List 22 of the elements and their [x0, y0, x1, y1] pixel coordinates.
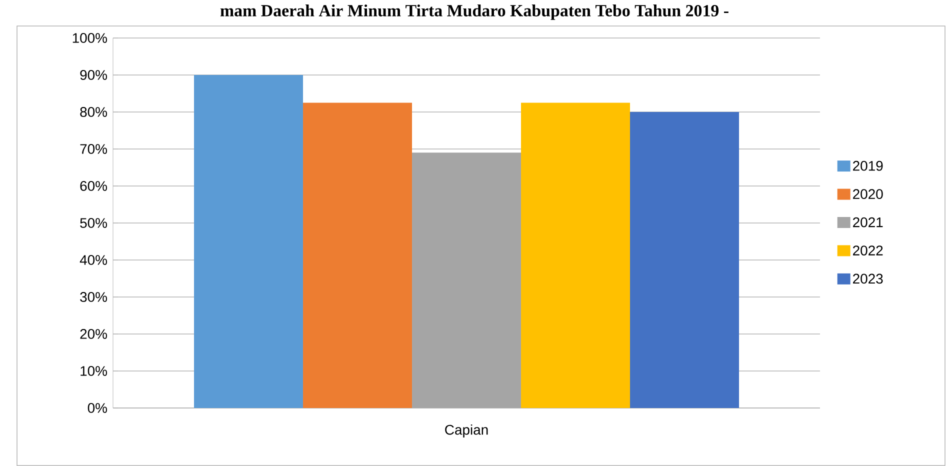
x-tick-label: Capian: [445, 424, 488, 438]
bar: [303, 102, 412, 408]
y-tick-label: 50%: [80, 218, 107, 228]
y-tick-label: 100%: [72, 33, 107, 43]
chart-title: mam Daerah Air Minum Tirta Mudaro Kabupaten Tebo Tahun 2019 -: [220, 4, 728, 20]
bar: [194, 74, 304, 408]
y-tick-label: 70%: [80, 144, 107, 154]
y-tick-label: 80%: [80, 107, 107, 117]
y-tick-label: 0%: [88, 403, 107, 413]
y-tick-label: 60%: [80, 181, 107, 191]
legend-label: 2020: [853, 189, 883, 200]
y-tick-label: 90%: [80, 70, 107, 80]
legend-label: 2023: [853, 274, 883, 284]
y-tick-label: 20%: [80, 329, 107, 339]
legend-label: 2021: [853, 217, 883, 228]
bar: [521, 102, 630, 408]
y-tick-label: 40%: [80, 255, 107, 265]
bar: [630, 112, 740, 408]
legend-label: 2019: [853, 160, 883, 171]
y-tick-label: 10%: [80, 366, 107, 376]
y-tick-label: 30%: [80, 292, 107, 302]
legend-label: 2022: [853, 246, 883, 256]
